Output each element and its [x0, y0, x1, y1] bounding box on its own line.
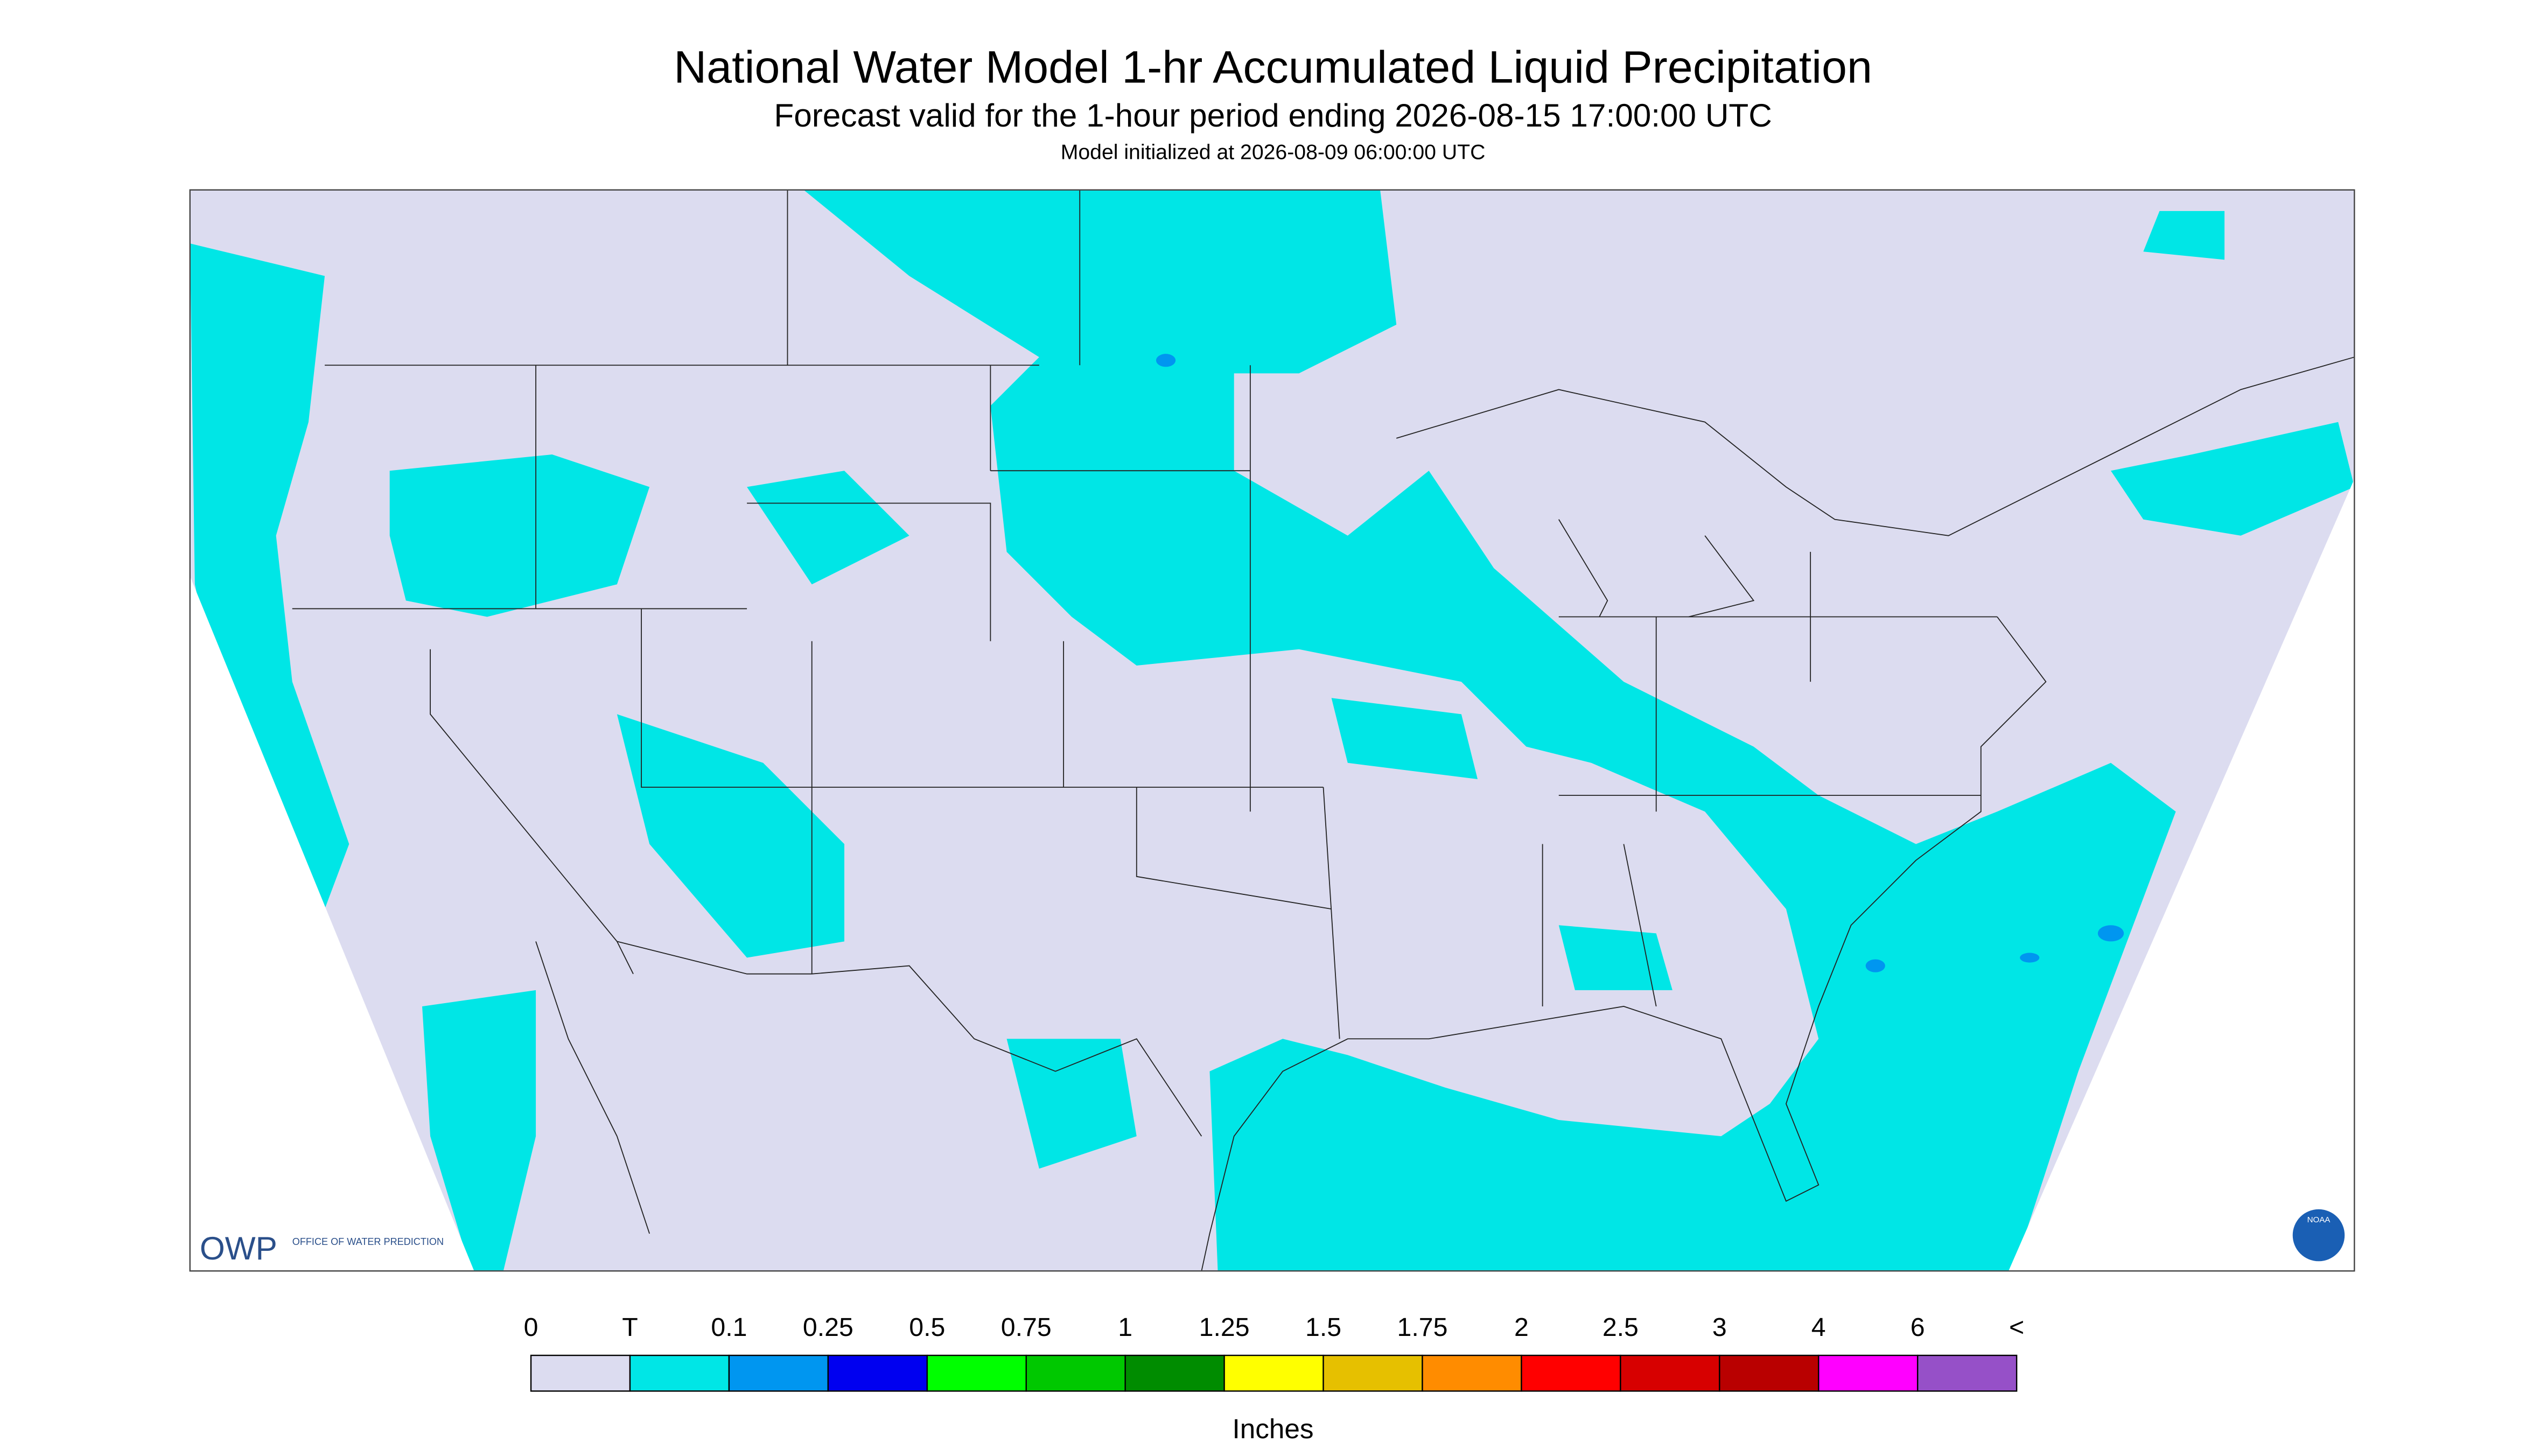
subtitle: Forecast valid for the 1-hour period end… [774, 97, 1772, 134]
legend-swatch [1521, 1354, 1621, 1392]
legend-swatch [1916, 1354, 2018, 1392]
precip-area [2143, 211, 2225, 260]
legend-label: 4 [1811, 1313, 1826, 1342]
title: National Water Model 1-hr Accumulated Li… [674, 42, 1872, 93]
legend-label: 2.5 [1603, 1313, 1639, 1342]
precip-area [617, 714, 844, 958]
precip-area [1006, 1039, 1137, 1169]
legend-swatch [1025, 1354, 1126, 1392]
legend-label: 1.5 [1305, 1313, 1341, 1342]
legend-swatch [1323, 1354, 1423, 1392]
legend-label: 1.75 [1397, 1313, 1448, 1342]
legend-label: < [2009, 1313, 2024, 1342]
precip-area [1558, 925, 1673, 990]
map: OWP OFFICE OF WATER PREDICTION NOAA [189, 189, 2355, 1272]
legend: 0 T 0.1 0.25 0.5 0.75 1 1.25 1.5 1.75 2 2.5 3 4 6 < [524, 1313, 2024, 1392]
owp-logo: OWP [200, 1230, 277, 1266]
noaa-text: NOAA [2307, 1215, 2331, 1224]
projection-edge [190, 576, 474, 1271]
legend-swatch [629, 1354, 730, 1392]
legend-label: 0.1 [711, 1313, 747, 1342]
legend-label: 0.75 [1001, 1313, 1052, 1342]
legend-swatch [728, 1354, 829, 1392]
legend-label: 0.25 [803, 1313, 853, 1342]
precip-area [2111, 422, 2355, 536]
noaa-logo [2292, 1209, 2345, 1262]
legend-swatch [530, 1354, 631, 1392]
legend-label: 1 [1118, 1313, 1132, 1342]
heavier-precip [1156, 354, 2124, 972]
legend-unit: Inches [1233, 1413, 1314, 1444]
precip-area [747, 471, 909, 585]
init-time: Model initialized at 2026-08-09 06:00:00… [1061, 141, 1486, 164]
legend-swatch [1124, 1354, 1225, 1392]
legend-label: 2 [1514, 1313, 1529, 1342]
precip-area [1331, 698, 1478, 779]
legend-swatch [1818, 1354, 1919, 1392]
legend-label: 1.25 [1199, 1313, 1250, 1342]
legend-swatch [1422, 1354, 1522, 1392]
legend-swatch [1223, 1354, 1324, 1392]
legend-label: 3 [1712, 1313, 1727, 1342]
legend-swatch [926, 1354, 1027, 1392]
legend-label: 6 [1911, 1313, 1925, 1342]
precip-area [422, 990, 536, 1271]
projection-edge [2009, 479, 2355, 1271]
legend-label: 0 [524, 1313, 538, 1342]
owp-text: OFFICE OF WATER PREDICTION [292, 1236, 444, 1247]
state-borders [292, 190, 2355, 1271]
precipitation [190, 190, 2355, 1271]
legend-swatch [1620, 1354, 1720, 1392]
legend-swatch [1719, 1354, 1820, 1392]
legend-label: 0.5 [909, 1313, 945, 1342]
precip-area [389, 454, 650, 617]
map-frame [189, 189, 2355, 1272]
legend-label: T [622, 1313, 638, 1342]
legend-swatch [827, 1354, 928, 1392]
precip-area [803, 190, 2176, 1271]
